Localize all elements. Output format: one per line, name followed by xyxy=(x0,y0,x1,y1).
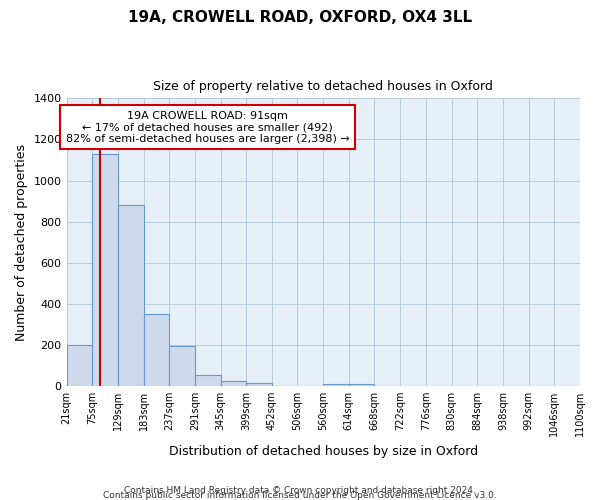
Bar xyxy=(118,205,143,386)
Y-axis label: Number of detached properties: Number of detached properties xyxy=(15,144,28,340)
Bar xyxy=(67,345,92,386)
Bar xyxy=(195,375,221,386)
Text: Contains public sector information licensed under the Open Government Licence v3: Contains public sector information licen… xyxy=(103,491,497,500)
Text: Contains HM Land Registry data © Crown copyright and database right 2024.: Contains HM Land Registry data © Crown c… xyxy=(124,486,476,495)
Bar xyxy=(143,314,169,386)
Text: 19A, CROWELL ROAD, OXFORD, OX4 3LL: 19A, CROWELL ROAD, OXFORD, OX4 3LL xyxy=(128,10,472,25)
Bar xyxy=(169,346,195,386)
Text: 19A CROWELL ROAD: 91sqm
← 17% of detached houses are smaller (492)
82% of semi-d: 19A CROWELL ROAD: 91sqm ← 17% of detache… xyxy=(66,110,350,144)
Title: Size of property relative to detached houses in Oxford: Size of property relative to detached ho… xyxy=(154,80,493,93)
Bar xyxy=(247,383,272,386)
Bar xyxy=(349,384,374,386)
Bar xyxy=(221,381,247,386)
Bar xyxy=(92,154,118,386)
Bar xyxy=(323,384,349,386)
X-axis label: Distribution of detached houses by size in Oxford: Distribution of detached houses by size … xyxy=(169,444,478,458)
